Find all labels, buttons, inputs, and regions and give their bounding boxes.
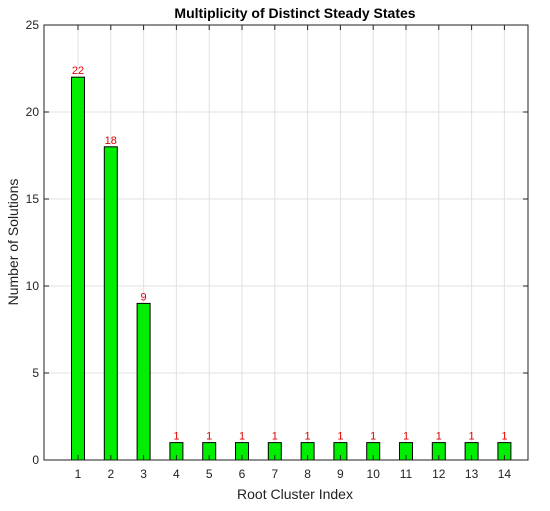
data-labels: 22 18 9 1 1 1 1 1 1 1 1 1 1 1 bbox=[72, 65, 508, 442]
bar-data-label: 1 bbox=[337, 431, 343, 443]
bar bbox=[103, 146, 118, 461]
x-tick-label: 6 bbox=[239, 467, 246, 481]
x-tick-label: 8 bbox=[304, 467, 311, 481]
bars bbox=[71, 76, 512, 461]
bar-data-label: 1 bbox=[469, 431, 475, 443]
bar-data-label: 22 bbox=[72, 65, 84, 77]
x-tick-label: 5 bbox=[206, 467, 213, 481]
x-tick-label: 9 bbox=[337, 467, 344, 481]
x-tick-label: 14 bbox=[498, 467, 512, 481]
y-tick-label: 20 bbox=[26, 105, 40, 119]
y-tick-label: 15 bbox=[26, 192, 40, 206]
x-tick-label: 7 bbox=[271, 467, 278, 481]
x-tick-label: 4 bbox=[173, 467, 180, 481]
x-tick-label: 1 bbox=[75, 467, 82, 481]
bar-data-label: 1 bbox=[403, 431, 409, 443]
bar bbox=[71, 76, 85, 461]
bar-data-label: 1 bbox=[436, 431, 442, 443]
bar bbox=[136, 302, 151, 461]
x-tick-label: 10 bbox=[367, 467, 381, 481]
bar-data-label: 18 bbox=[105, 135, 117, 147]
grid bbox=[44, 24, 528, 461]
bar-data-label: 1 bbox=[305, 431, 311, 443]
bar-data-label: 1 bbox=[272, 431, 278, 443]
x-axis-label: Root Cluster Index bbox=[237, 486, 353, 502]
bar-data-label: 1 bbox=[206, 431, 212, 443]
y-axis-label: Number of Solutions bbox=[5, 179, 21, 306]
bar-data-label: 1 bbox=[501, 431, 507, 443]
y-tick-label: 5 bbox=[32, 366, 39, 380]
x-tick-label: 3 bbox=[140, 467, 147, 481]
bar-data-label: 1 bbox=[173, 431, 179, 443]
y-tick-label: 0 bbox=[32, 453, 39, 467]
plot-frame bbox=[43, 24, 529, 461]
bar-data-label: 1 bbox=[370, 431, 376, 443]
bar-data-label: 1 bbox=[239, 431, 245, 443]
y-tick-label: 10 bbox=[26, 279, 40, 293]
x-tick-label: 12 bbox=[432, 467, 446, 481]
x-tick-label: 11 bbox=[400, 467, 413, 481]
x-tick-label: 2 bbox=[107, 467, 114, 481]
y-tick-label: 25 bbox=[26, 18, 40, 32]
chart-title: Multiplicity of Distinct Steady States bbox=[174, 5, 415, 21]
x-tick-label: 13 bbox=[465, 467, 479, 481]
bar-data-label: 9 bbox=[141, 291, 147, 303]
